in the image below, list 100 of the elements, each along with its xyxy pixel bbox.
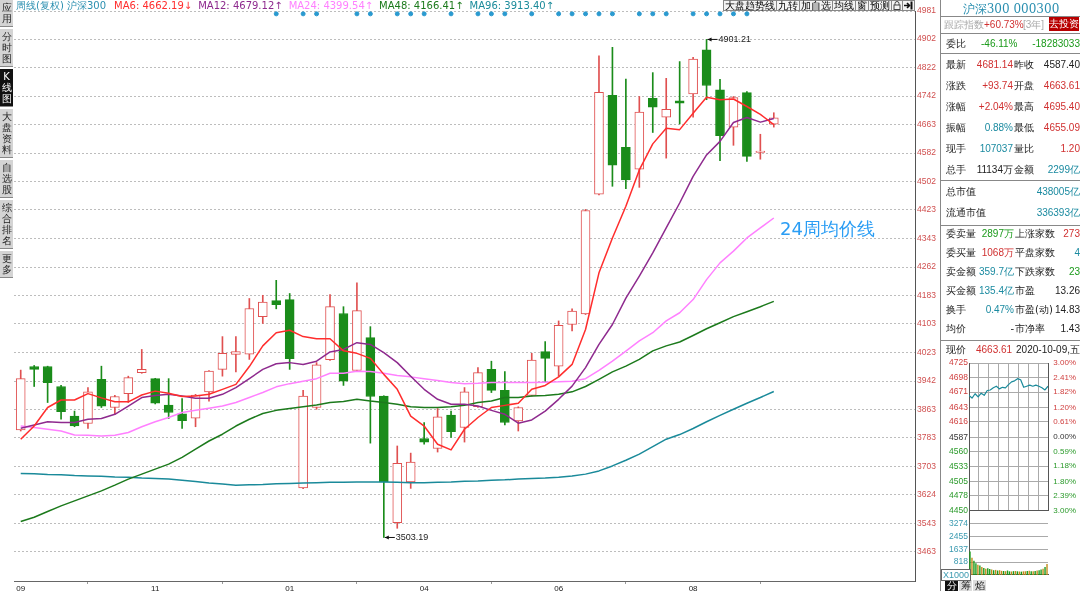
text: 现价 (946, 344, 967, 356)
y-tick-label: 3783 (917, 432, 937, 443)
y-tick-label: 4023 (917, 346, 937, 357)
y2-tick-label: 1.20% (1053, 402, 1076, 412)
text: 沪深300 000300 (961, 2, 1061, 16)
x-tick-label: 01 (285, 584, 295, 591)
text: 涨跌 (946, 80, 967, 92)
text: 438005亿 (1035, 186, 1080, 198)
text: 卖金额 (946, 266, 976, 278)
y-tick-label: 818 (953, 556, 969, 567)
text: 135.4亿 (978, 285, 1014, 296)
text: 委买量 (946, 247, 976, 259)
y2-tick-label: 2.41% (1053, 372, 1076, 382)
y-tick-label: 4643 (949, 401, 969, 412)
text: 2897万 (981, 228, 1014, 239)
y-tick-label: 3543 (917, 517, 937, 528)
y-tick-label: 4742 (917, 90, 937, 101)
y-tick-label: 4262 (917, 261, 937, 272)
x-tick-label: 11 (151, 584, 160, 591)
text: 4681.14 (975, 59, 1013, 71)
y-tick-label: 1637 (949, 543, 969, 554)
text: 量比 (1014, 143, 1035, 155)
text: 分 (945, 580, 958, 591)
y-tick-label: 4560 (949, 446, 969, 457)
text: 委比 (946, 38, 967, 50)
text: 均价 (946, 323, 967, 335)
text: 4663.61 (1042, 80, 1080, 92)
y-axis-title: X1000 (941, 569, 972, 581)
y-tick-label: 3863 (917, 403, 937, 414)
text: 加自选 (799, 0, 833, 11)
text: MA12: 4679.12↑ (198, 0, 283, 11)
text: 4663.61 (976, 344, 1014, 356)
y-tick-label: 3624 (917, 488, 937, 499)
y2-tick-label: 1.82% (1053, 387, 1076, 397)
text: 市盈(动) (1015, 304, 1053, 315)
candlestick (419, 422, 429, 445)
text: 4587.40 (1042, 59, 1080, 71)
y-tick-label: 4671 (949, 386, 969, 397)
text: 最高 (1014, 101, 1035, 113)
candlestick (271, 280, 282, 310)
candlestick (29, 365, 39, 387)
y2-tick-label: 3.00% (1053, 506, 1076, 516)
text: 最低 (1014, 122, 1035, 134)
text: 1068万 (981, 247, 1014, 258)
text: 开盘 (1014, 80, 1035, 92)
text: 焰 (973, 580, 986, 591)
x-tick-label: 09 (16, 584, 26, 591)
y2-tick-label: 1.18% (1053, 461, 1076, 471)
text: 大盘趋势线 (723, 0, 777, 11)
text: 应用 (0, 0, 13, 27)
text: 最新 (946, 59, 967, 71)
candlestick (661, 78, 672, 159)
text: 市盈 (1015, 285, 1035, 296)
y-tick-label: 2455 (949, 530, 969, 541)
text: 1.43 (1059, 323, 1080, 335)
annotation: 3503.19 (395, 531, 429, 542)
text: 23 (1067, 266, 1080, 278)
text: 现手 (946, 143, 967, 155)
text: 流通市值 (946, 207, 987, 219)
y-tick-label: 4502 (917, 175, 937, 186)
text: 更多 (0, 251, 13, 278)
text: -18283033 (1031, 38, 1080, 50)
candlestick (136, 349, 147, 374)
text: 11134万 (975, 164, 1013, 176)
text: 均线 (832, 0, 856, 11)
text: 九转 (776, 0, 800, 11)
annotation: 4901.21 (718, 33, 752, 44)
text: - (1009, 323, 1014, 335)
text: MA24: 4399.54↑ (288, 0, 374, 11)
y-tick-label: 4103 (917, 318, 937, 329)
text: -46.11% (981, 38, 1019, 50)
y2-tick-label: 1.80% (1053, 476, 1076, 486)
text: +60.73% (984, 19, 1024, 31)
text: 1.20 (1059, 143, 1080, 155)
text: 大盘资料 (0, 109, 13, 158)
candlestick (647, 72, 658, 133)
text: 359.7亿 (978, 266, 1014, 277)
x-tick-label: 08 (688, 584, 699, 591)
text: 筹 (959, 580, 972, 591)
y-tick-label: 4183 (917, 289, 937, 300)
text: 自选股 (0, 160, 13, 198)
text: 4 (1073, 247, 1080, 259)
text: MA96: 3913.40↑ (469, 0, 555, 11)
text: 下跌家数 (1015, 266, 1056, 278)
text: MA48: 4166.41↑ (379, 0, 464, 11)
y-tick-label: 4478 (949, 490, 969, 501)
y-tick-label: 3942 (917, 375, 937, 386)
text: 总手 (946, 164, 967, 176)
y2-tick-label: 2.39% (1053, 491, 1076, 501)
text: MA6: 4662.19↓ (114, 0, 193, 11)
text: 2020-10-09,五 (1016, 344, 1080, 356)
y-tick-label: 3463 (917, 546, 937, 557)
candlestick (540, 341, 551, 383)
text: 273 (1062, 228, 1080, 240)
text: 4655.09 (1042, 122, 1080, 134)
text: 换手 (946, 304, 967, 316)
y-tick-label: 4505 (949, 475, 969, 486)
text: 窗 (855, 0, 869, 11)
text: 2299亿 (1046, 164, 1080, 176)
text: 去投资 (1049, 17, 1079, 31)
